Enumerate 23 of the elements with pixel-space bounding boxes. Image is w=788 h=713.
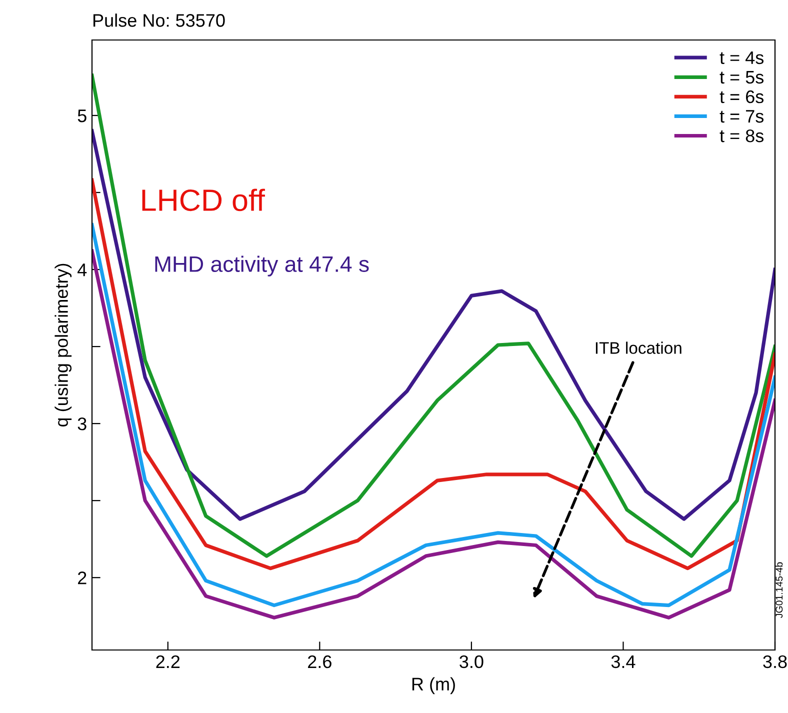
x-tick-label: 2.6 — [308, 655, 332, 668]
annotation: MHD activity at 47.4 s — [155, 256, 369, 276]
x-tick-label: 3.0 — [460, 655, 484, 668]
y-tick-label: 3 — [78, 417, 86, 430]
legend-label: t = 7s — [720, 110, 764, 123]
y-axis-title: q (using polarimetry) — [54, 264, 72, 427]
line-series — [92, 178, 775, 570]
x-tick-label: 3.4 — [611, 655, 636, 668]
y-tick-label: 4 — [78, 264, 87, 276]
text: JG01.145-4b — [775, 562, 783, 618]
chart-title: Pulse No: 53570 — [93, 14, 225, 27]
annotation: LHCD off — [142, 188, 265, 212]
annotation: ITB location — [596, 342, 682, 354]
x-tick-label: 2.2 — [156, 655, 180, 668]
legend-label: t = 6s — [720, 90, 764, 104]
y-tick-label: 5 — [78, 110, 86, 122]
x-axis-title: R (m) — [412, 677, 455, 694]
y-tick-label: 2 — [78, 572, 86, 584]
legend-label: t = 4s — [720, 51, 764, 64]
legend-label: t = 8s — [720, 129, 764, 142]
x-tick-label: 3.8 — [763, 655, 787, 668]
legend-label: t = 5s — [720, 71, 764, 84]
line-series — [92, 129, 775, 521]
